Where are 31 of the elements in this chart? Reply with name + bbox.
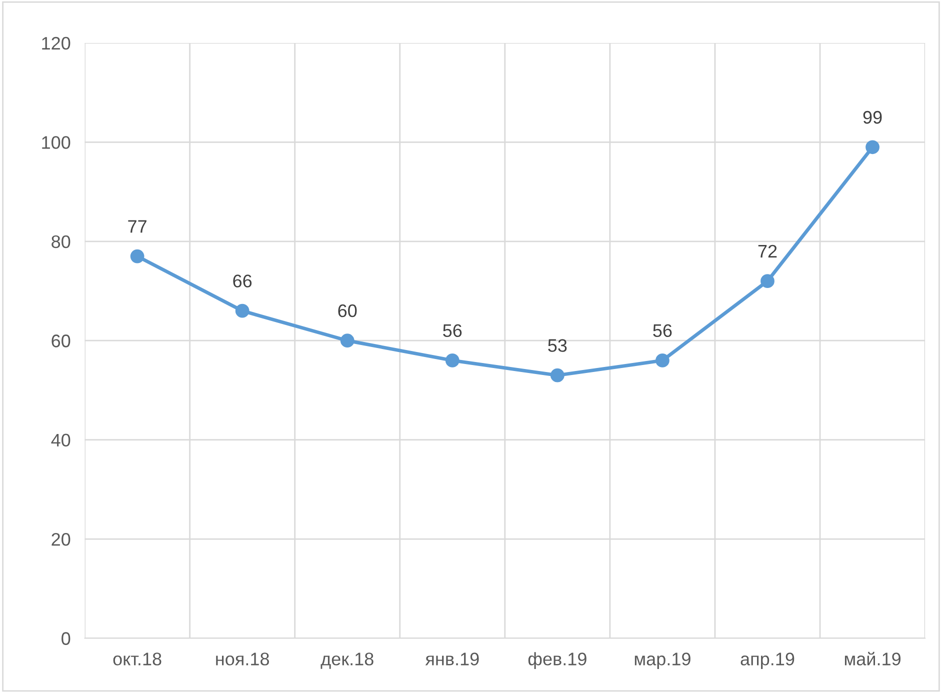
data-label: 99 bbox=[863, 110, 882, 124]
y-tick-label: 40 bbox=[51, 434, 70, 447]
point bbox=[866, 140, 880, 154]
y-tick-label: 0 bbox=[62, 632, 70, 645]
data-label: 72 bbox=[758, 244, 777, 258]
point bbox=[656, 354, 670, 368]
data-label: 56 bbox=[443, 324, 462, 338]
data-label: 60 bbox=[338, 304, 357, 318]
x-tick-label: фев.19 bbox=[528, 652, 586, 669]
y-tick-label: 120 bbox=[42, 36, 70, 50]
point bbox=[340, 334, 354, 348]
y-tick-label: 100 bbox=[42, 136, 70, 149]
point bbox=[130, 249, 144, 264]
x-tick-label: апр.19 bbox=[740, 652, 794, 669]
data-label: 56 bbox=[653, 324, 672, 338]
data-label: 66 bbox=[233, 274, 252, 288]
y-tick-label: 60 bbox=[52, 334, 70, 348]
y-tick-label: 80 bbox=[52, 235, 70, 248]
point bbox=[550, 368, 564, 382]
y-tick-label: 20 bbox=[52, 532, 70, 546]
x-tick-label: ноя.18 bbox=[216, 652, 269, 666]
point bbox=[445, 354, 460, 368]
x-tick-label: май.19 bbox=[844, 652, 900, 666]
x-tick-label: мар.19 bbox=[634, 652, 690, 669]
data-label: 53 bbox=[548, 339, 567, 352]
x-tick-label: янв.19 bbox=[425, 652, 479, 666]
point bbox=[235, 304, 250, 318]
data-label: 77 bbox=[128, 220, 146, 233]
x-tick-label: дек.18 bbox=[320, 652, 374, 669]
point bbox=[760, 274, 774, 288]
x-tick-label: окт.18 bbox=[113, 652, 162, 666]
